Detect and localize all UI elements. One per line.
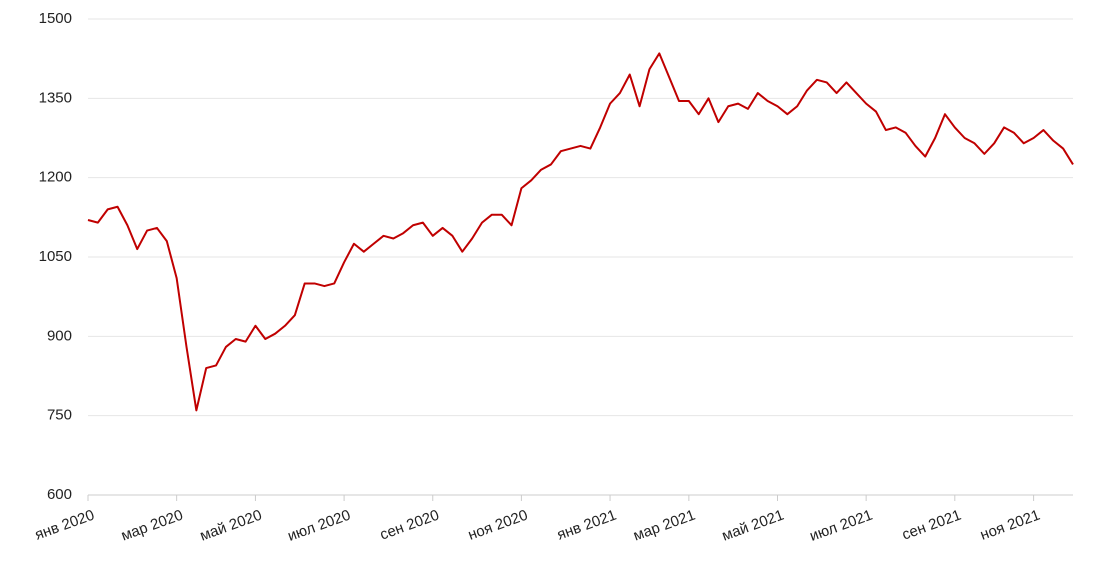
y-tick-label: 900 [47, 327, 72, 344]
x-tick-label: май 2021 [720, 507, 786, 545]
x-tick-label: мар 2021 [631, 507, 697, 545]
x-tick-label: июл 2021 [807, 507, 874, 545]
y-tick-label: 1200 [39, 169, 72, 186]
x-tick-label: янв 2020 [33, 507, 97, 544]
x-tick-label: ноя 2021 [978, 507, 1042, 544]
y-tick-label: 1050 [39, 248, 72, 265]
y-tick-label: 1500 [39, 10, 72, 27]
y-tick-label: 1350 [39, 89, 72, 106]
x-tick-label: мар 2020 [119, 507, 185, 545]
x-tick-label: сен 2021 [900, 507, 964, 544]
x-tick-label: янв 2021 [555, 507, 619, 544]
y-tick-label: 600 [47, 486, 72, 503]
x-tick-label: сен 2020 [378, 507, 442, 544]
y-tick-label: 750 [47, 407, 72, 424]
x-tick-label: май 2020 [198, 507, 264, 545]
x-tick-label: ноя 2020 [466, 507, 530, 544]
x-tick-label: июл 2020 [285, 507, 352, 545]
price-line [87, 52, 1074, 412]
